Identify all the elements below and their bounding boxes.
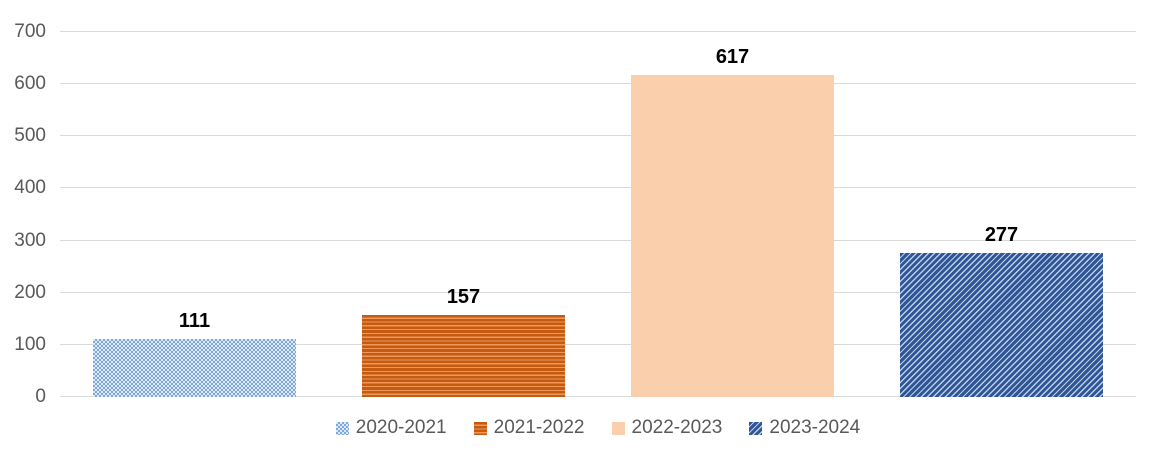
- bar-2023-2024: [899, 252, 1104, 397]
- legend-swatch: [473, 421, 487, 435]
- y-axis: 0 100 200 300 400 500 600 700: [0, 22, 46, 407]
- legend: 2020-2021 2021-2022 2022-2023 2023-2024: [60, 417, 1136, 439]
- legend-item: 2020-2021: [335, 417, 447, 439]
- bar-value-label: 277: [984, 223, 1019, 246]
- gridline: [60, 83, 1136, 85]
- gridline: [60, 135, 1136, 137]
- y-tick-label: 400: [14, 177, 46, 199]
- legend-item: 2021-2022: [473, 417, 585, 439]
- bar-2020-2021: [92, 339, 297, 397]
- bar-slot: 157: [329, 32, 598, 397]
- bars-layer: 111 157 617 277: [60, 32, 1136, 397]
- y-tick-label: 500: [14, 125, 46, 147]
- y-tick-label: 600: [14, 73, 46, 95]
- legend-label: 2020-2021: [355, 417, 447, 438]
- y-tick-label: 200: [14, 281, 46, 303]
- legend-swatch: [335, 421, 349, 435]
- bar-2021-2022: [361, 315, 566, 397]
- legend-label: 2021-2022: [493, 417, 585, 438]
- bar-value-label: 111: [178, 310, 211, 333]
- gridline: [60, 291, 1136, 293]
- y-tick-label: 300: [14, 229, 46, 251]
- bar-value-label: 157: [446, 286, 481, 309]
- gridline: [60, 31, 1136, 32]
- legend-label: 2022-2023: [631, 417, 723, 438]
- legend-item: 2023-2024: [749, 417, 860, 439]
- gridline: [60, 396, 1136, 397]
- bar-value-label: 617: [715, 46, 750, 69]
- gridlines: [60, 31, 1136, 397]
- bar-2022-2023: [630, 75, 835, 397]
- gridline: [60, 343, 1136, 345]
- gridline: [60, 187, 1136, 189]
- legend-swatch: [749, 421, 763, 435]
- gridline: [60, 239, 1136, 241]
- legend-label: 2023-2024: [769, 417, 861, 438]
- plot-area: 111 157 617 277: [60, 31, 1136, 397]
- y-tick-label: 100: [14, 333, 46, 355]
- legend-item: 2022-2023: [611, 417, 723, 439]
- legend-swatch: [611, 421, 625, 435]
- bar-slot: 111: [60, 32, 329, 397]
- y-tick-label: 700: [14, 21, 46, 42]
- bar-slot: 617: [598, 32, 867, 397]
- bar-slot: 277: [867, 32, 1136, 397]
- y-tick-label: 0: [35, 386, 46, 407]
